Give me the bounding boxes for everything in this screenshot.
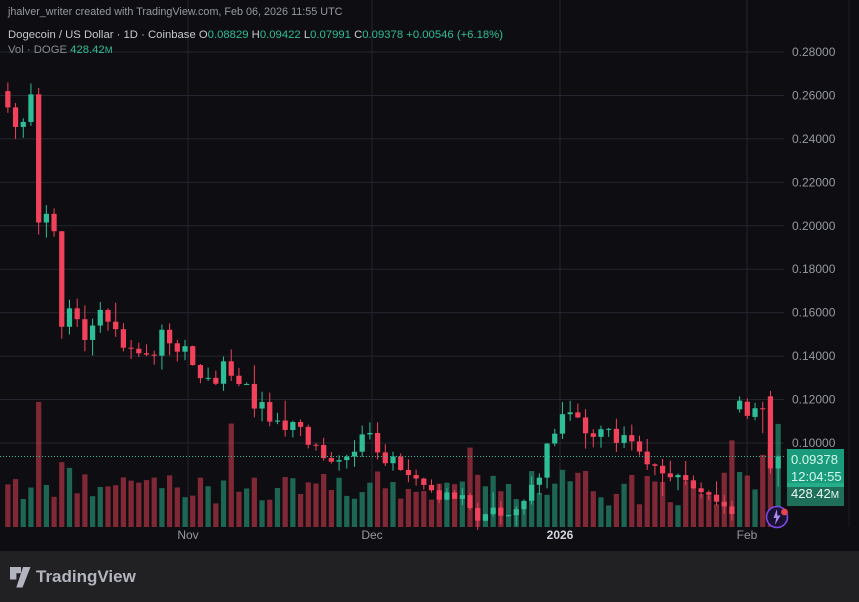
svg-text:Feb: Feb (737, 528, 758, 542)
svg-text:Dec: Dec (361, 528, 382, 542)
svg-text:0.16000: 0.16000 (792, 306, 836, 320)
svg-text:0.26000: 0.26000 (792, 88, 836, 102)
svg-text:Nov: Nov (177, 528, 198, 542)
svg-text:0.24000: 0.24000 (792, 132, 836, 146)
svg-text:0.12000: 0.12000 (792, 393, 836, 407)
svg-text:0.10000: 0.10000 (792, 436, 836, 450)
svg-text:0.28000: 0.28000 (792, 45, 836, 59)
svg-text:2026: 2026 (547, 528, 574, 542)
svg-text:0.18000: 0.18000 (792, 262, 836, 276)
svg-text:0.14000: 0.14000 (792, 349, 836, 363)
svg-text:0.22000: 0.22000 (792, 175, 836, 189)
svg-text:0.20000: 0.20000 (792, 219, 836, 233)
